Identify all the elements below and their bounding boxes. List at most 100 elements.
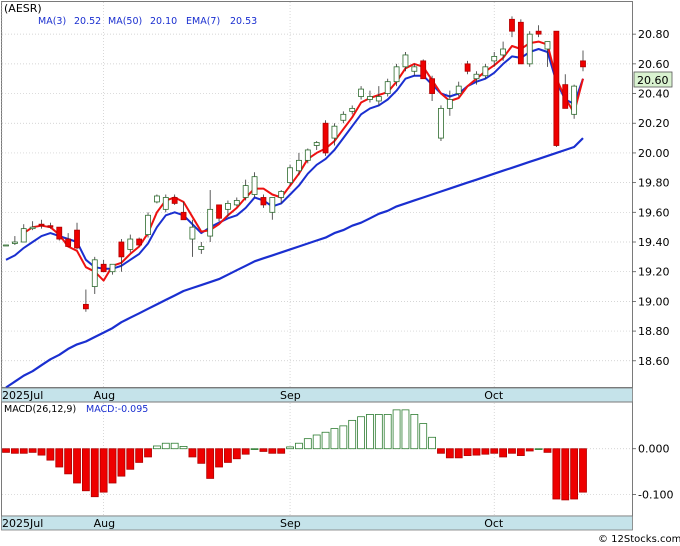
macd-bar-negative <box>268 448 277 454</box>
macd-bar-negative <box>561 448 570 501</box>
macd-bar-negative <box>73 448 81 484</box>
price-tick-label: 18.80 <box>638 325 670 338</box>
candle-up <box>438 105 444 142</box>
macd-bar-negative <box>126 448 135 470</box>
candle-body <box>118 241 125 258</box>
candle-up <box>500 41 507 61</box>
date-label: 2025Jul <box>2 517 43 530</box>
price-axis: 20.8020.6020.4020.2020.0019.8019.6019.40… <box>632 28 670 368</box>
macd-bar-negative <box>215 448 223 468</box>
legend-ema7-value: 20.53 <box>230 16 257 27</box>
candle-body <box>526 33 533 65</box>
candle-body <box>189 226 196 240</box>
candle-body <box>482 66 489 77</box>
candle-body <box>225 203 231 210</box>
ma3-path <box>23 40 584 282</box>
candle-body <box>74 229 80 249</box>
candle-body <box>509 18 515 32</box>
date-label: Aug <box>94 517 115 530</box>
candle-body <box>56 226 63 240</box>
candle-down <box>82 289 89 312</box>
macd-bar-positive <box>383 414 392 450</box>
candle-up <box>207 190 214 243</box>
macd-bar-negative <box>37 448 46 456</box>
candle-body <box>278 191 285 198</box>
candle-body <box>491 56 498 62</box>
candle-up <box>571 84 578 119</box>
candle-down <box>517 19 524 65</box>
price-tick-label: 19.20 <box>638 266 670 279</box>
macd-bar-negative <box>46 448 55 461</box>
candle-body <box>500 48 507 56</box>
price-tick-label: 19.40 <box>638 236 670 249</box>
candle-body <box>136 238 143 246</box>
date-label: Oct <box>484 389 504 402</box>
legend-ma50-label: MA(50) <box>108 16 142 27</box>
candle-up <box>304 148 311 164</box>
macd-bar-negative <box>64 448 73 475</box>
macd-bar-negative <box>10 448 19 454</box>
macd-bar-positive <box>410 414 419 450</box>
candle-body <box>29 226 36 230</box>
candle-up <box>269 197 276 220</box>
candle-body <box>154 195 160 203</box>
macd-bar-positive <box>392 409 401 450</box>
macd-tick-label: 0.000 <box>638 443 670 456</box>
macd-bar-negative <box>144 448 152 458</box>
price-badge-box <box>633 71 673 88</box>
candle-body <box>544 41 551 50</box>
macd-bar-negative <box>197 448 206 464</box>
candle-up <box>349 105 356 115</box>
macd-bar-negative <box>490 448 499 454</box>
candle-body <box>3 244 9 247</box>
macd-bar-negative <box>259 448 268 452</box>
candle-up <box>11 236 18 245</box>
candle-body <box>198 246 205 250</box>
macd-bar-negative <box>552 448 561 500</box>
legend-ema7-label: EMA(7) <box>186 16 220 27</box>
macd-bar-negative <box>81 448 90 492</box>
macd-histogram <box>2 409 587 501</box>
candle-up <box>384 78 391 97</box>
macd-tick-label: -0.100 <box>638 488 673 501</box>
candle-body <box>127 238 134 250</box>
macd-bar-negative <box>19 448 28 454</box>
candle-up <box>91 256 98 294</box>
candle-body <box>420 60 427 80</box>
macd-bar-negative <box>277 448 286 454</box>
candlesticks <box>3 16 586 312</box>
macd-bar-negative <box>445 448 454 459</box>
candle-up <box>313 141 320 150</box>
candle-up <box>3 244 9 247</box>
macd-bar-positive <box>286 446 294 450</box>
macd-bar-negative <box>188 448 197 458</box>
candle-up <box>482 63 489 79</box>
candle-body <box>375 96 382 102</box>
macd-bar-positive <box>295 442 303 450</box>
macd-bar-negative <box>437 448 445 454</box>
macd-bar-negative <box>579 448 587 493</box>
candle-down <box>562 74 569 109</box>
macd-bar-positive <box>428 436 436 450</box>
price-panel <box>1 1 633 388</box>
candle-up <box>296 152 302 176</box>
macd-bar-positive <box>348 419 357 450</box>
candle-body <box>180 211 187 221</box>
candle-up <box>411 63 418 76</box>
candle-body <box>553 30 560 146</box>
candle-body <box>473 73 480 80</box>
candle-up <box>162 194 169 213</box>
candle-body <box>82 303 89 310</box>
price-tick-label: 19.00 <box>638 295 670 308</box>
candle-down <box>216 204 222 222</box>
candle-down <box>509 16 515 38</box>
candle-body <box>367 96 373 100</box>
candle-up <box>455 81 462 97</box>
candle-up <box>446 90 453 116</box>
candle-down <box>56 226 63 241</box>
candle-body <box>287 167 293 184</box>
candle-body <box>296 159 302 172</box>
watermark: © 12Stocks.com <box>598 534 680 545</box>
candle-up <box>127 234 134 253</box>
